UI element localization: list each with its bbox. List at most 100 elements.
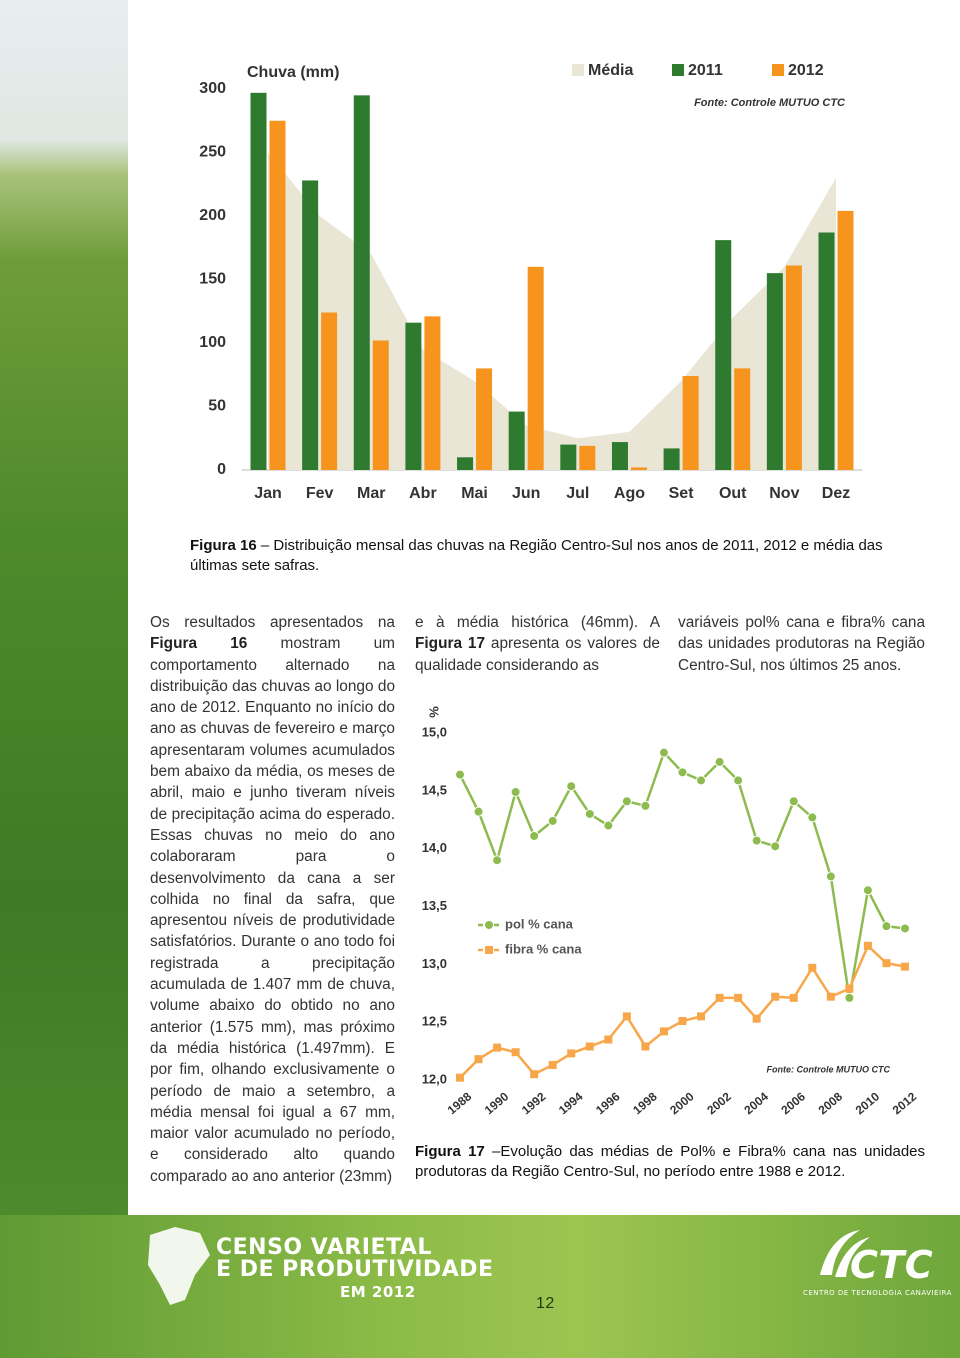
marker xyxy=(752,1014,761,1023)
bar xyxy=(250,92,267,470)
marker xyxy=(621,796,632,807)
x-tick-label: Dez xyxy=(822,485,850,502)
bar xyxy=(785,265,802,470)
field-photo xyxy=(0,0,128,1215)
x-tick-label: Jul xyxy=(566,485,589,502)
x-tick-label: 2006 xyxy=(778,1089,808,1117)
text: Figura 17 xyxy=(415,635,486,653)
x-tick-label: 1988 xyxy=(445,1089,475,1117)
marker xyxy=(844,992,855,1003)
x-tick-label: Ago xyxy=(614,485,645,502)
marker xyxy=(530,1070,539,1079)
marker xyxy=(901,962,909,971)
bar xyxy=(424,316,441,470)
marker xyxy=(863,941,872,950)
marker xyxy=(584,808,595,819)
x-tick-label: 1994 xyxy=(556,1089,586,1117)
marker xyxy=(715,993,724,1002)
marker xyxy=(826,992,835,1001)
caption: Figura 17 –Evolução das médias de Pol% e… xyxy=(415,1142,925,1182)
brand-line: E DE PRODUTIVIDADE xyxy=(216,1257,494,1282)
x-tick-label: Fev xyxy=(306,485,334,502)
x-tick-label: Jan xyxy=(254,485,282,502)
bar xyxy=(715,240,732,470)
marker xyxy=(659,1027,668,1036)
marker xyxy=(622,1012,631,1021)
page-number: 12 xyxy=(536,1295,555,1312)
legend-swatch xyxy=(572,64,584,76)
x-tick-label: 2008 xyxy=(816,1089,846,1117)
bar xyxy=(630,467,647,470)
bar xyxy=(405,322,422,470)
x-tick-label: Mai xyxy=(461,485,488,502)
marker xyxy=(808,963,817,972)
y-tick-label: 14,0 xyxy=(422,840,447,855)
bar xyxy=(579,445,596,470)
line xyxy=(458,750,906,999)
marker xyxy=(510,786,521,797)
y-tick-label: 0 xyxy=(217,461,226,478)
legend-marker xyxy=(485,946,493,954)
x-tick-label: 2010 xyxy=(853,1089,883,1117)
marker xyxy=(640,800,651,811)
legend-swatch xyxy=(772,64,784,76)
marker xyxy=(547,815,558,826)
x-tick-label: Nov xyxy=(769,485,799,502)
bar xyxy=(734,368,751,470)
text: e à média histórica (46mm). A xyxy=(415,614,660,631)
text: variáveis pol% cana e fibra% cana das un… xyxy=(678,614,925,674)
logo-sub: CENTRO DE TECNOLOGIA CANAVIEIRA xyxy=(803,1289,952,1297)
x-tick-label: 2004 xyxy=(741,1089,771,1117)
marker xyxy=(789,993,798,1002)
marker xyxy=(770,841,781,852)
marker xyxy=(511,1048,520,1057)
bar xyxy=(611,442,628,470)
bar xyxy=(269,120,286,470)
marker xyxy=(474,1055,483,1064)
marker xyxy=(473,806,484,817)
text-column: variáveis pol% cana e fibra% cana das un… xyxy=(678,612,925,676)
source: Fonte: Controle MUTUO CTC xyxy=(694,97,846,109)
bar xyxy=(372,340,389,470)
y-tick-label: 12,5 xyxy=(422,1014,447,1029)
marker xyxy=(529,830,540,841)
marker xyxy=(751,835,762,846)
text: apresenta os valores de qualidade consid… xyxy=(415,635,660,674)
marker xyxy=(697,1012,706,1021)
x-tick-label: 1996 xyxy=(593,1089,623,1117)
bar xyxy=(837,210,854,471)
x-tick-label: 2012 xyxy=(890,1089,920,1117)
bar xyxy=(818,232,835,470)
marker xyxy=(807,812,818,823)
marker xyxy=(603,820,614,831)
y-tick-label: 15,0 xyxy=(422,724,447,739)
legend-marker xyxy=(485,921,493,929)
x-tick-label: Set xyxy=(669,485,695,502)
text-column: Os resultados apresentados na Figura 16 … xyxy=(150,612,395,1187)
x-tick-label: Out xyxy=(719,485,747,502)
bar xyxy=(527,266,544,470)
bar xyxy=(560,444,577,470)
legend-label: 2011 xyxy=(688,62,723,79)
legend-label: fibra % cana xyxy=(505,941,582,956)
source: Fonte: Controle MUTUO CTC xyxy=(767,1064,891,1074)
marker xyxy=(677,767,688,778)
marker xyxy=(566,781,577,792)
caption-label: Figura 16 xyxy=(190,537,257,554)
marker xyxy=(882,959,891,968)
text: Os resultados apresentados na xyxy=(150,614,395,631)
marker xyxy=(862,885,873,896)
bar xyxy=(353,95,370,470)
bar xyxy=(663,448,680,470)
marker xyxy=(493,1043,502,1052)
line xyxy=(459,943,906,1079)
y-tick-label: 150 xyxy=(199,271,226,288)
x-tick-label: 1992 xyxy=(519,1089,549,1117)
text: mostram um comportamento alternado na di… xyxy=(150,635,395,1185)
legend-label: pol % cana xyxy=(505,916,574,931)
brand-line: EM 2012 xyxy=(340,1283,416,1301)
y-tick-label: 100 xyxy=(199,334,226,351)
caption-text: –Evolução das médias de Pol% e Fibra% ca… xyxy=(415,1143,926,1180)
marker xyxy=(585,1042,594,1051)
